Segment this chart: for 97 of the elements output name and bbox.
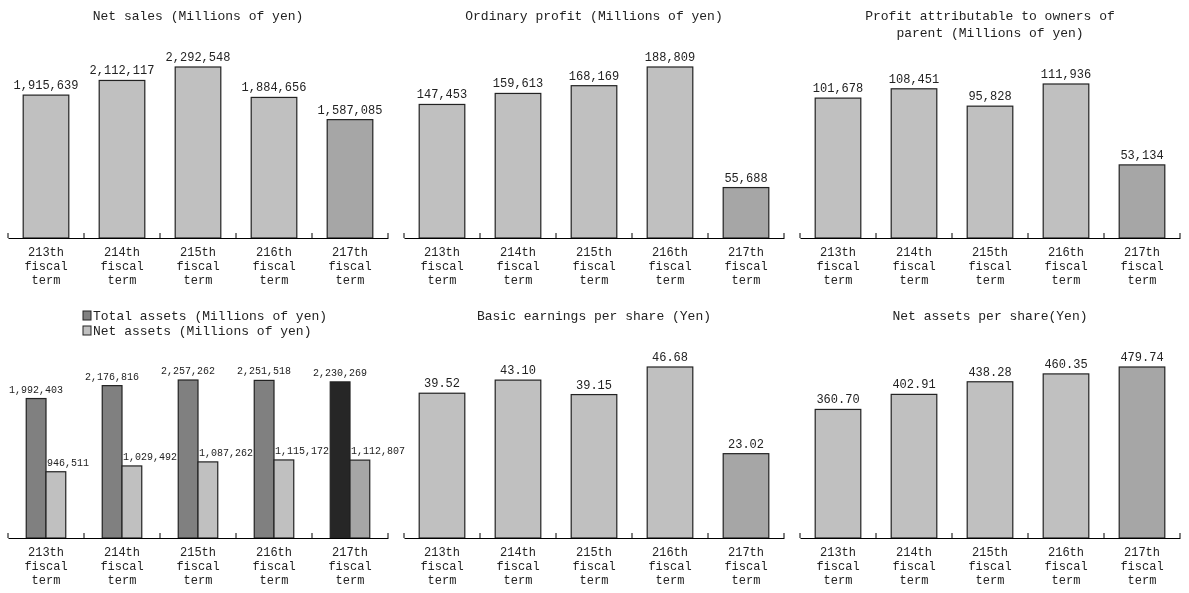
data-label: 101,678 — [812, 82, 864, 97]
x-tick-label: 215th fiscal term — [176, 546, 220, 588]
bar — [570, 85, 618, 239]
bar — [1118, 366, 1166, 539]
bar — [418, 392, 466, 539]
legend-label: Total assets (Millions of yen) — [93, 309, 328, 324]
x-tick-label: 217th fiscal term — [328, 246, 372, 288]
data-label: 1,115,172 — [275, 445, 330, 457]
bar — [418, 103, 466, 239]
data-label: 43.10 — [499, 364, 537, 379]
x-tick-label: 217th fiscal term — [328, 546, 372, 588]
data-label: 2,230,269 — [313, 367, 368, 379]
data-label: 402.91 — [892, 378, 936, 393]
x-tick-label: 213th fiscal term — [816, 546, 860, 588]
data-label: 2,257,262 — [161, 366, 216, 377]
chart-title: Profit attributable to owners of parent (Millions of yen) — [865, 9, 1115, 41]
chart-title: Basic earnings per share (Yen) — [476, 309, 712, 324]
x-tick-label: 217th fiscal term — [724, 546, 768, 588]
x-tick-label: 215th fiscal term — [176, 246, 220, 288]
x-tick-label: 217th fiscal term — [724, 246, 768, 288]
x-tick-label: 216th fiscal term — [1044, 246, 1088, 288]
data-label: 39.15 — [575, 378, 613, 393]
x-tick-label: 216th fiscal term — [252, 546, 296, 588]
data-label: 53,134 — [1120, 148, 1164, 163]
data-label: 479.74 — [1120, 351, 1164, 365]
x-tick-label: 215th fiscal term — [572, 546, 616, 588]
data-label: 147,453 — [416, 88, 468, 103]
bar — [250, 96, 298, 239]
data-label: 1,587,085 — [317, 103, 383, 118]
data-label: 1,112,807 — [351, 446, 406, 458]
bar — [326, 119, 374, 239]
x-tick-label: 217th fiscal term — [1120, 246, 1164, 288]
data-label: 188,809 — [644, 51, 696, 65]
data-label: 1,992,403 — [9, 384, 64, 396]
data-label: 1,087,262 — [199, 447, 254, 459]
data-label: 1,884,656 — [241, 81, 307, 96]
bar — [722, 186, 770, 239]
x-tick-label: 213th fiscal term — [816, 246, 860, 288]
x-tick-label: 214th fiscal term — [100, 246, 144, 288]
bar — [1042, 83, 1090, 239]
bar — [814, 97, 862, 239]
bar — [22, 94, 70, 239]
data-label: 46.68 — [651, 351, 689, 365]
data-label: 111,936 — [1040, 68, 1092, 82]
data-label: 55,688 — [724, 171, 768, 186]
x-tick-label: 213th fiscal term — [24, 546, 68, 588]
bar — [98, 79, 146, 239]
data-label: 2,112,117 — [89, 64, 155, 79]
data-label: 168,169 — [568, 69, 620, 84]
x-tick-label: 213th fiscal term — [420, 546, 464, 588]
bar — [814, 408, 862, 539]
data-label: 1,915,639 — [13, 79, 79, 94]
x-tick-label: 213th fiscal term — [420, 246, 464, 288]
chart-title: Net assets per share(Yen) — [892, 309, 1088, 324]
data-label: 159,613 — [492, 77, 544, 92]
x-tick-label: 217th fiscal term — [1120, 546, 1164, 588]
x-tick-label: 216th fiscal term — [648, 546, 692, 588]
bar — [494, 92, 542, 239]
legend-label: Net assets (Millions of yen) — [93, 324, 312, 339]
x-tick-label: 216th fiscal term — [1044, 546, 1088, 588]
x-tick-label: 216th fiscal term — [648, 246, 692, 288]
bar — [570, 393, 618, 539]
x-tick-label: 216th fiscal term — [252, 246, 296, 288]
bar — [890, 88, 938, 239]
bar — [890, 393, 938, 539]
bar — [646, 366, 694, 539]
bar — [966, 381, 1014, 539]
data-label: 2,251,518 — [237, 366, 292, 378]
bar — [646, 66, 694, 239]
x-tick-label: 214th fiscal term — [100, 546, 144, 588]
x-tick-label: 214th fiscal term — [892, 246, 936, 288]
bar — [494, 379, 542, 539]
bar — [1042, 373, 1090, 539]
data-label: 946,511 — [47, 457, 90, 469]
data-label: 39.52 — [423, 377, 461, 392]
bar — [1118, 164, 1166, 239]
x-tick-label: 214th fiscal term — [496, 246, 540, 288]
x-tick-label: 215th fiscal term — [968, 246, 1012, 288]
data-label: 23.02 — [727, 437, 765, 452]
data-label: 360.70 — [816, 393, 860, 408]
data-label: 2,176,816 — [85, 371, 140, 383]
data-label: 460.35 — [1044, 357, 1088, 372]
bar — [966, 105, 1014, 239]
bar — [174, 66, 222, 239]
data-label: 2,292,548 — [165, 51, 231, 65]
x-tick-label: 215th fiscal term — [572, 246, 616, 288]
chart-title: Ordinary profit (Millions of yen) — [465, 9, 723, 24]
x-tick-label: 215th fiscal term — [968, 546, 1012, 588]
x-tick-label: 214th fiscal term — [496, 546, 540, 588]
data-label: 438.28 — [968, 365, 1012, 380]
data-label: 1,029,492 — [123, 451, 178, 463]
x-tick-label: 214th fiscal term — [892, 546, 936, 588]
bar — [722, 453, 770, 539]
data-label: 95,828 — [968, 90, 1012, 105]
x-tick-label: 213th fiscal term — [24, 246, 68, 288]
data-label: 108,451 — [888, 72, 940, 87]
chart-title: Net sales (Millions of yen) — [92, 9, 304, 24]
